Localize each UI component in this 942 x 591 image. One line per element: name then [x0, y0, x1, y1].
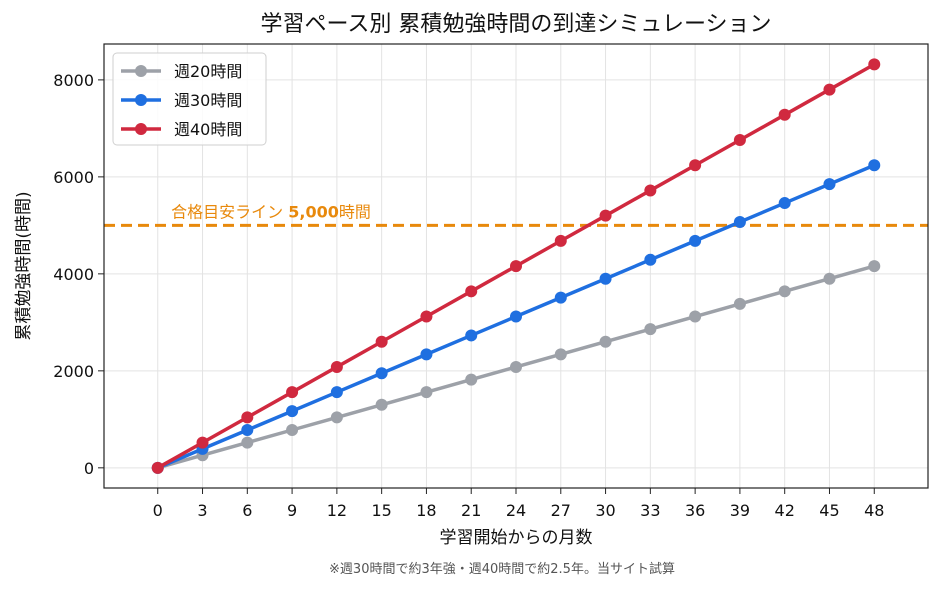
data-point: [599, 335, 612, 348]
reference-label-value: 5,000: [288, 202, 339, 221]
legend-marker: [135, 65, 147, 77]
data-point: [241, 424, 254, 437]
data-point: [375, 335, 388, 348]
data-point: [465, 285, 478, 298]
data-point: [286, 386, 299, 399]
data-point: [510, 310, 522, 323]
x-tick-label: 6: [242, 501, 252, 520]
series-2: [151, 58, 881, 474]
data-point: [510, 360, 522, 373]
y-tick-label: 8000: [53, 71, 94, 90]
data-point: [420, 348, 433, 361]
data-point: [733, 215, 746, 228]
data-point: [599, 272, 612, 285]
data-point: [196, 436, 209, 449]
series-1: [151, 159, 881, 474]
legend-label: 週20時間: [174, 62, 242, 81]
data-point: [286, 405, 299, 418]
data-point: [554, 348, 567, 361]
legend-frame: [112, 52, 267, 146]
data-point: [465, 373, 478, 386]
data-point: [733, 297, 746, 310]
data-point: [823, 272, 836, 285]
chart-title: 学習ペース別 累積勉強時間の到達シミュレーション: [260, 12, 771, 37]
data-point: [733, 134, 746, 147]
y-tick-label: 4000: [53, 265, 94, 284]
x-tick-label: 45: [819, 501, 839, 520]
data-point: [823, 178, 836, 191]
data-point: [375, 367, 388, 380]
data-point: [778, 197, 791, 210]
reference-line-group: 合格目安ライン 5,000時間: [104, 202, 928, 227]
data-point: [420, 386, 433, 399]
data-point: [554, 291, 567, 304]
x-tick-label: 18: [416, 501, 436, 520]
reference-label-suffix: 時間: [339, 202, 371, 221]
data-point: [330, 411, 343, 424]
x-tick-label: 15: [371, 501, 391, 520]
x-tick-label: 33: [640, 501, 660, 520]
reference-label-prefix: 合格目安ライン: [171, 202, 288, 221]
data-point: [151, 461, 164, 474]
data-point: [241, 436, 254, 449]
x-tick-label: 3: [197, 501, 207, 520]
legend-label: 週40時間: [174, 120, 242, 139]
data-point: [330, 360, 343, 373]
y-tick-label: 2000: [53, 362, 94, 381]
data-point: [375, 398, 388, 411]
x-tick-label: 0: [153, 501, 163, 520]
y-axis-ticks: 0 2000 4000 6000 8000: [53, 71, 104, 478]
data-point: [644, 184, 657, 197]
data-point: [286, 424, 299, 437]
series-group: [151, 58, 881, 474]
data-point: [420, 310, 433, 323]
grid: [104, 44, 928, 488]
data-point: [778, 108, 791, 121]
x-tick-label: 48: [864, 501, 884, 520]
legend-label: 週30時間: [174, 91, 242, 110]
x-axis-label: 学習開始からの月数: [440, 528, 593, 548]
x-axis-ticks: 0 3 6 9 12 15 18 21 24 27 30 33 36 39 42 45 48: [153, 488, 884, 520]
data-point: [644, 323, 657, 336]
legend-marker: [135, 123, 147, 135]
x-tick-label: 21: [461, 501, 481, 520]
x-tick-label: 24: [506, 501, 526, 520]
data-point: [599, 209, 612, 222]
data-point: [644, 253, 657, 266]
data-point: [689, 310, 702, 323]
legend-marker: [135, 94, 147, 106]
data-point: [778, 285, 791, 298]
data-point: [241, 411, 254, 424]
data-point: [823, 83, 836, 96]
y-tick-label: 6000: [53, 168, 94, 187]
data-point: [689, 234, 702, 247]
y-axis-label: 累積勉強時間(時間): [14, 191, 34, 340]
y-tick-label: 0: [84, 459, 94, 478]
data-point: [868, 159, 881, 172]
x-tick-label: 30: [595, 501, 615, 520]
x-tick-label: 12: [327, 501, 347, 520]
data-point: [868, 58, 881, 71]
x-tick-label: 27: [551, 501, 571, 520]
data-point: [689, 159, 702, 172]
reference-line-label: 合格目安ライン 5,000時間: [171, 202, 371, 221]
footnote: ※週30時間で約3年強・週40時間で約2.5年。当サイト試算: [329, 561, 675, 577]
x-tick-label: 9: [287, 501, 297, 520]
x-tick-label: 36: [685, 501, 705, 520]
data-point: [510, 260, 522, 273]
x-tick-label: 39: [730, 501, 750, 520]
data-point: [868, 260, 881, 273]
data-point: [554, 234, 567, 247]
data-point: [330, 386, 343, 399]
data-point: [465, 329, 478, 342]
x-tick-label: 42: [775, 501, 795, 520]
